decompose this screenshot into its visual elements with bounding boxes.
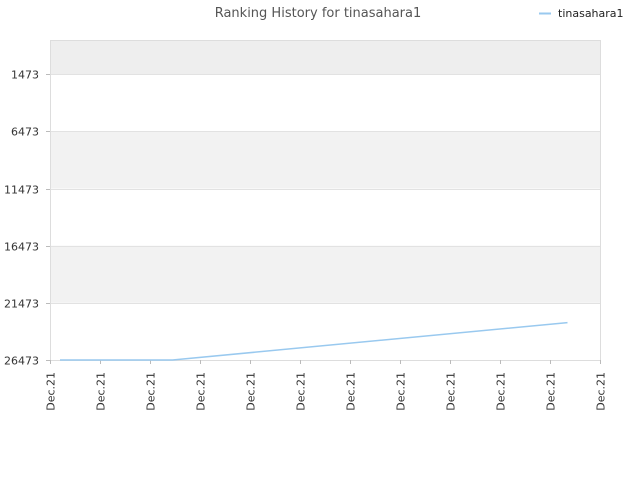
plot-band	[50, 245, 600, 303]
plot-band	[50, 188, 600, 246]
chart-title: Ranking History for tinasahara1	[215, 6, 422, 21]
legend[interactable]: tinasahara1	[539, 7, 624, 20]
x-tick-label: Dec.21	[195, 372, 208, 411]
x-tick-label: Dec.21	[245, 372, 258, 411]
plot-band	[50, 302, 600, 360]
x-tick-label: Dec.21	[495, 372, 508, 411]
y-tick-label: 6473	[11, 126, 39, 139]
x-tick-label: Dec.21	[95, 372, 108, 411]
plot-area-border	[50, 40, 601, 361]
y-axis: 1473 6473 11473 16473 21473 26473	[4, 69, 50, 368]
legend-label: tinasahara1	[558, 7, 624, 20]
plot-bands	[50, 40, 600, 360]
x-tick-label: Dec.21	[445, 372, 458, 411]
x-tick-label: Dec.21	[395, 372, 408, 411]
y-tick-label: 21473	[4, 298, 39, 311]
x-tick-label: Dec.21	[345, 372, 358, 411]
y-tick-label: 16473	[4, 241, 39, 254]
series-group	[60, 321, 568, 361]
series-line	[60, 321, 568, 361]
x-tick-label: Dec.21	[295, 372, 308, 411]
plot-band	[50, 40, 600, 75]
x-tick-label: Dec.21	[45, 372, 58, 411]
plot-band	[50, 131, 600, 189]
plot-band	[50, 74, 600, 132]
y-tick-label: 11473	[4, 184, 39, 197]
x-tick-label: Dec.21	[545, 372, 558, 411]
y-tick-label: 26473	[4, 355, 39, 368]
x-axis: Dec.21 Dec.21 Dec.21 Dec.21 Dec.21 Dec.21 Dec.…	[45, 360, 608, 411]
y-tick-label: 1473	[11, 69, 39, 82]
x-tick-label: Dec.21	[595, 372, 608, 411]
x-tick-label: Dec.21	[145, 372, 158, 411]
